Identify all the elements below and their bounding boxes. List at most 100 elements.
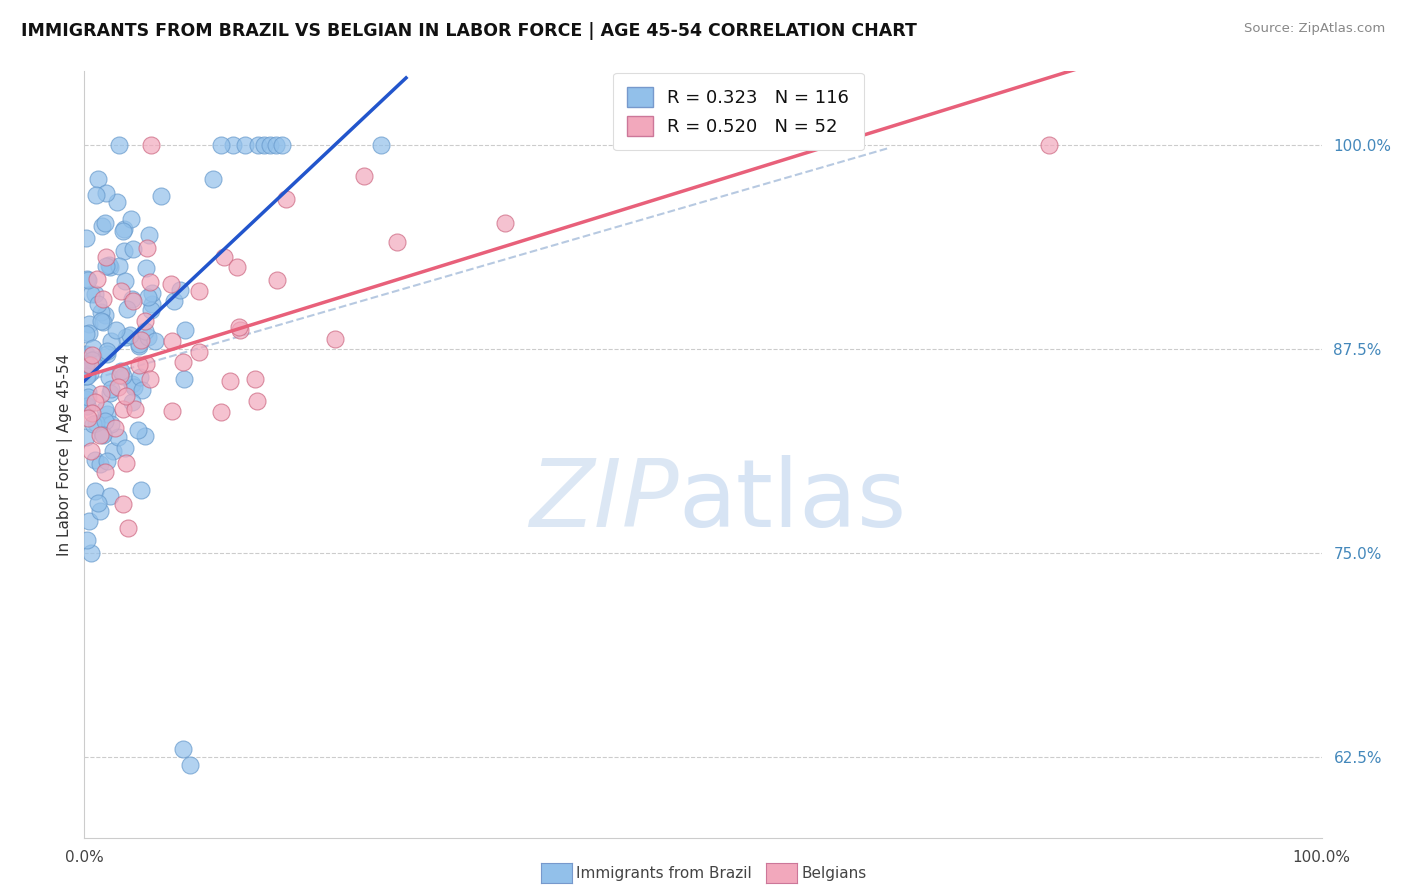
Point	[97, 258, 120, 272]
Point	[96, 454, 118, 468]
Point	[150, 189, 173, 203]
Point	[83, 394, 105, 409]
Point	[77, 273, 100, 287]
Point	[233, 137, 256, 152]
Point	[135, 260, 157, 275]
Point	[80, 444, 103, 458]
Point	[94, 186, 117, 201]
Point	[98, 385, 121, 400]
Point	[266, 273, 288, 287]
Point	[115, 330, 138, 344]
Point	[100, 489, 122, 503]
Point	[124, 401, 146, 416]
Point	[139, 302, 162, 317]
Point	[136, 290, 159, 304]
Point	[94, 308, 117, 322]
Point	[80, 352, 103, 367]
Point	[163, 293, 186, 308]
Point	[212, 250, 235, 264]
Point	[141, 285, 163, 300]
Point	[253, 137, 276, 152]
Point	[75, 392, 97, 407]
Point	[87, 496, 110, 510]
Point	[87, 172, 110, 186]
Point	[75, 348, 97, 362]
Text: atlas: atlas	[678, 455, 907, 547]
Point	[79, 366, 101, 380]
Point	[162, 334, 184, 349]
Point	[172, 741, 194, 756]
Text: IMMIGRANTS FROM BRAZIL VS BELGIAN IN LABOR FORCE | AGE 45-54 CORRELATION CHART: IMMIGRANTS FROM BRAZIL VS BELGIAN IN LAB…	[21, 22, 917, 40]
Point	[75, 347, 97, 361]
Point	[87, 297, 110, 311]
Point	[131, 383, 153, 397]
Legend: R = 0.323   N = 116, R = 0.520   N = 52: R = 0.323 N = 116, R = 0.520 N = 52	[613, 73, 863, 151]
Point	[108, 259, 131, 273]
Point	[128, 370, 150, 384]
Point	[75, 231, 97, 245]
Point	[143, 334, 166, 348]
Point	[76, 399, 98, 413]
Point	[90, 314, 112, 328]
Point	[80, 348, 103, 362]
Point	[89, 457, 111, 471]
Point	[246, 394, 269, 409]
Point	[76, 391, 98, 405]
Point	[76, 368, 98, 383]
Point	[202, 172, 225, 186]
Point	[228, 319, 250, 334]
Point	[112, 497, 135, 511]
Point	[77, 318, 100, 332]
Point	[169, 283, 191, 297]
Point	[121, 377, 143, 392]
Point	[90, 386, 112, 401]
Point	[108, 137, 131, 152]
Point	[128, 358, 150, 372]
Point	[94, 216, 117, 230]
Point	[94, 465, 117, 479]
Point	[89, 504, 111, 518]
Point	[139, 275, 162, 289]
Point	[1038, 137, 1060, 152]
Point	[75, 430, 97, 444]
Point	[76, 399, 98, 413]
Point	[75, 326, 97, 341]
Point	[259, 137, 281, 152]
Point	[387, 235, 409, 250]
Point	[122, 380, 145, 394]
Point	[83, 351, 105, 366]
Point	[117, 521, 139, 535]
Point	[246, 137, 269, 152]
Point	[111, 224, 134, 238]
Point	[188, 284, 211, 298]
Point	[114, 389, 136, 403]
Text: Belgians: Belgians	[801, 866, 866, 880]
Point	[128, 337, 150, 351]
Point	[122, 242, 145, 256]
Point	[160, 404, 183, 418]
Point	[134, 314, 156, 328]
Point	[141, 297, 163, 311]
Point	[83, 483, 105, 498]
Point	[94, 401, 117, 416]
Point	[75, 369, 97, 384]
Point	[353, 169, 375, 183]
Point	[229, 323, 252, 337]
Point	[96, 344, 118, 359]
Point	[104, 421, 127, 435]
Point	[86, 271, 108, 285]
Text: Source: ZipAtlas.com: Source: ZipAtlas.com	[1244, 22, 1385, 36]
Point	[226, 260, 249, 275]
Point	[96, 407, 118, 421]
Point	[136, 329, 159, 343]
Point	[160, 277, 183, 291]
Point	[121, 395, 143, 409]
Point	[90, 305, 112, 319]
Point	[243, 372, 266, 386]
Point	[84, 453, 107, 467]
Point	[271, 137, 294, 152]
Point	[173, 323, 195, 337]
Point	[127, 423, 149, 437]
Point	[138, 372, 160, 386]
Point	[112, 368, 135, 383]
